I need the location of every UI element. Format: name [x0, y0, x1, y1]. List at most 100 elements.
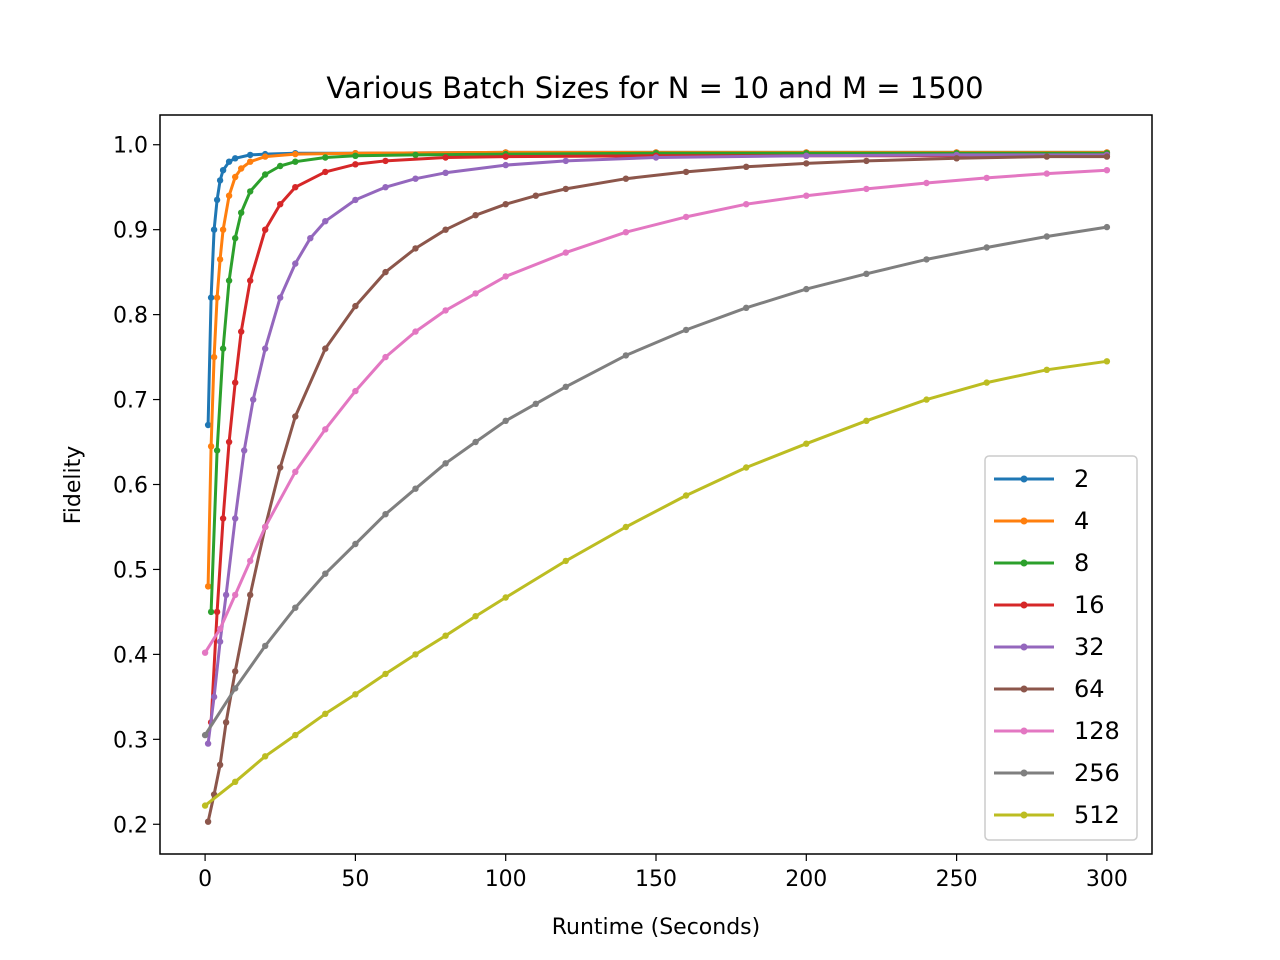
data-point [247, 277, 254, 284]
legend-marker [1020, 769, 1028, 777]
legend-marker [1020, 601, 1028, 609]
data-point [923, 396, 930, 403]
data-point [201, 649, 209, 656]
data-point [532, 192, 539, 199]
data-point [225, 277, 233, 284]
data-point [292, 413, 299, 420]
legend-box [984, 455, 1138, 841]
y-tick-label: 0.2 [113, 813, 148, 838]
data-point [472, 613, 479, 620]
series-line [206, 150, 1109, 588]
data-point [232, 155, 239, 162]
x-tick-label: 0 [198, 867, 212, 892]
data-point [292, 604, 299, 611]
data-point [412, 485, 419, 492]
data-point [250, 396, 257, 403]
data-point [442, 226, 449, 233]
data-point [352, 540, 359, 548]
data-point [472, 290, 479, 297]
data-point [204, 818, 212, 825]
legend: 2 4 8 16 32 64 128 256 512 [984, 455, 1138, 841]
data-point [292, 150, 299, 158]
series-line [203, 225, 1109, 737]
y-tick-label: 0.7 [113, 389, 148, 414]
data-point [277, 162, 284, 170]
data-point [1043, 153, 1051, 160]
data-point [352, 161, 359, 168]
data-point [241, 447, 248, 454]
data-point [232, 778, 239, 785]
data-point [262, 153, 269, 160]
data-point [277, 294, 284, 301]
data-point [352, 387, 359, 395]
data-point [210, 353, 218, 361]
chart-title: Various Batch Sizes for N = 10 and M = 1… [326, 71, 983, 105]
series-8 [207, 150, 1111, 616]
data-point [502, 273, 509, 280]
data-point [743, 304, 750, 311]
data-point [442, 154, 449, 161]
data-point [502, 201, 509, 208]
data-point [442, 307, 449, 314]
data-point [352, 152, 359, 159]
data-point [247, 557, 254, 565]
data-point [277, 464, 284, 471]
series-line [209, 151, 1109, 614]
data-point [219, 515, 227, 522]
data-point [247, 158, 254, 165]
data-point [743, 163, 750, 170]
data-point [743, 201, 750, 208]
x-tick-label: 50 [341, 867, 369, 892]
x-axis: 0 50 100 150 200 250 300 [198, 854, 1128, 892]
data-point [210, 693, 218, 701]
data-point [204, 740, 212, 747]
data-point [983, 244, 990, 251]
legend-marker [1020, 559, 1028, 567]
data-point [983, 174, 990, 182]
data-point [213, 447, 221, 454]
data-point [803, 160, 810, 167]
data-point [803, 152, 810, 159]
data-point [953, 155, 960, 162]
y-axis: 0.2 0.3 0.4 0.5 0.6 0.7 0.8 0.9 1.0 [113, 134, 160, 838]
data-point [562, 557, 569, 565]
data-point [322, 154, 329, 161]
data-point [210, 226, 218, 233]
series-4 [204, 149, 1111, 590]
legend-label: 256 [1074, 759, 1120, 787]
data-point [213, 608, 221, 616]
data-point [292, 468, 299, 475]
data-point [532, 400, 539, 407]
data-point [238, 209, 245, 216]
data-point [262, 171, 269, 178]
data-point [219, 345, 227, 352]
data-point [382, 670, 389, 678]
data-point [247, 591, 254, 599]
data-point [382, 157, 389, 165]
data-point [442, 460, 449, 467]
data-point [322, 345, 329, 352]
series-64 [204, 153, 1111, 825]
series-line [203, 359, 1109, 808]
data-point [382, 268, 389, 276]
legend-marker [1020, 517, 1028, 525]
data-point [232, 515, 239, 522]
legend-marker [1020, 727, 1028, 735]
series-line [206, 153, 1109, 746]
series-32 [204, 151, 1111, 747]
data-point [442, 169, 449, 176]
x-tick-label: 250 [936, 867, 978, 892]
data-point [652, 154, 660, 161]
data-point [232, 173, 239, 181]
data-point [562, 157, 569, 165]
data-point [213, 196, 221, 204]
data-point [622, 175, 630, 182]
data-point [292, 731, 299, 739]
data-point [322, 710, 329, 717]
data-point [682, 326, 690, 334]
data-point [863, 157, 870, 165]
data-point [216, 177, 224, 184]
series-line [203, 168, 1109, 655]
data-point [322, 218, 329, 225]
